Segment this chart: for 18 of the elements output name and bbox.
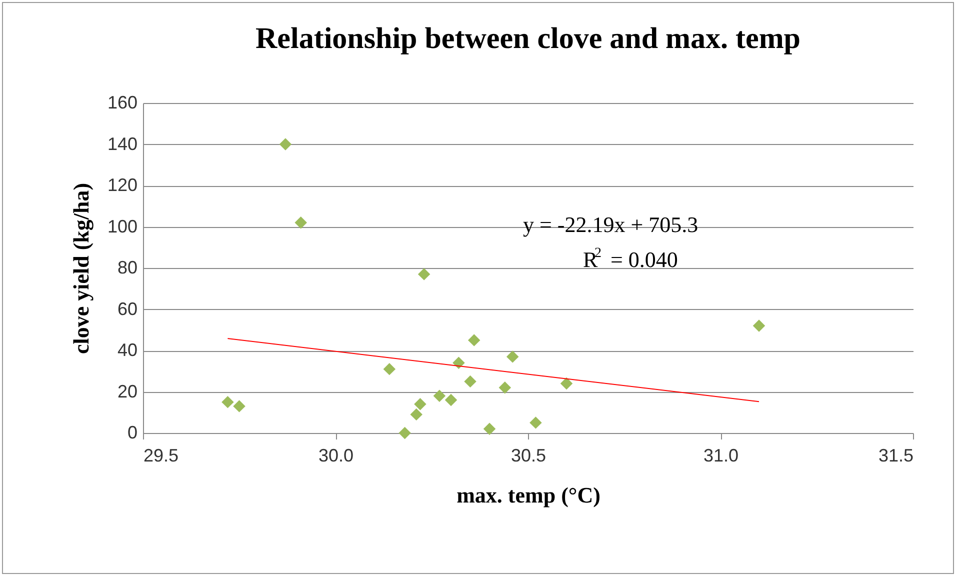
annotation: y = -22.19x + 705.3 xyxy=(523,212,698,237)
x-tick-label: 30.5 xyxy=(510,446,546,466)
y-tick-label: 80 xyxy=(117,258,138,278)
y-tick-label: 160 xyxy=(107,92,138,112)
y-tick-label: 100 xyxy=(107,216,138,236)
x-tick-label: 30.0 xyxy=(318,446,354,466)
y-axis-title: clove yield (kg/ha) xyxy=(68,182,94,354)
x-tick-label: 31.5 xyxy=(878,446,914,466)
y-tick-label: 40 xyxy=(117,340,138,360)
x-axis-title: max. temp (°C) xyxy=(456,482,600,508)
y-tick-label: 20 xyxy=(117,381,138,402)
x-tick-label: 31.0 xyxy=(703,446,739,466)
y-tick-label: 120 xyxy=(107,175,138,195)
x-tick-label: 29.5 xyxy=(144,446,179,466)
y-tick-label: 60 xyxy=(117,298,138,319)
chart-title: Relationship between clove and max. temp xyxy=(256,22,800,55)
y-tick-label: 0 xyxy=(127,422,138,442)
y-tick-label: 140 xyxy=(107,134,138,154)
